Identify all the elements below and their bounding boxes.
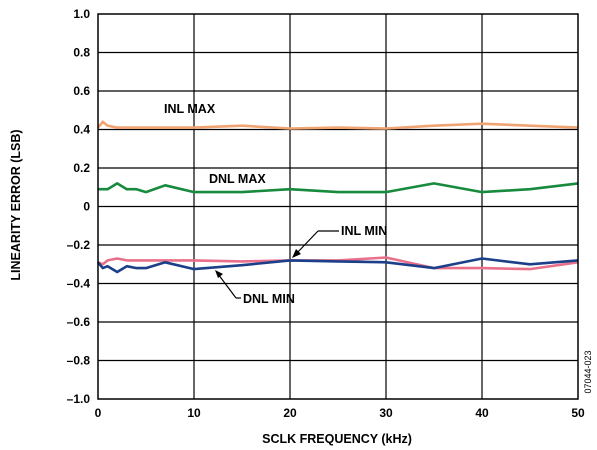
series-layer (96, 120, 579, 274)
series-line-inl-max (96, 120, 579, 130)
series-line-dnl-min (96, 257, 579, 274)
dnl-min-leader-diag (217, 273, 237, 299)
grid (98, 14, 578, 399)
series-line-inl-min (97, 256, 579, 271)
inl-min-leader-diag (295, 230, 319, 255)
x-tick-label: 20 (283, 406, 297, 420)
dnl-max-label: DNL MAX (209, 172, 266, 186)
x-axis-label: SCLK FREQUENCY (kHz) (262, 432, 412, 446)
inl-min-label: INL MIN (341, 224, 387, 238)
y-tick-label: –1.0 (67, 392, 91, 406)
y-tick-label: –0.6 (67, 315, 91, 329)
y-tick-label: –0.8 (67, 354, 91, 368)
dnl-min-arrowhead (215, 270, 223, 278)
x-tick-label: 10 (187, 406, 201, 420)
x-tick-label: 0 (95, 406, 102, 420)
y-axis-label: LINEARITY ERROR (LSB) (9, 129, 23, 280)
y-tick-label: 0.2 (73, 161, 90, 175)
inl-max-label: INL MAX (164, 102, 216, 116)
y-tick-label: 1.0 (73, 7, 90, 21)
x-tick-label: 50 (571, 406, 585, 420)
x-tick-label: 40 (475, 406, 489, 420)
tick-labels: 0 10 20 30 40 50 1.0 0.8 0.6 0.4 0.2 0 –0.2 –0.4 –0.6 –… (67, 7, 585, 420)
y-tick-label: 0 (83, 200, 90, 214)
y-tick-label: 0.4 (73, 123, 90, 137)
figure-id: 07044-023 (583, 350, 593, 393)
y-tick-label: 0.8 (73, 46, 90, 60)
series-line-dnl-max (98, 182, 579, 194)
dnl-min-label: DNL MIN (243, 292, 295, 306)
y-tick-label: –0.2 (67, 238, 91, 252)
plot-frame (97, 13, 579, 400)
y-tick-label: 0.6 (73, 84, 90, 98)
x-tick-label: 30 (379, 406, 393, 420)
y-tick-label: –0.4 (67, 277, 91, 291)
inl-min-arrowhead (292, 249, 301, 258)
